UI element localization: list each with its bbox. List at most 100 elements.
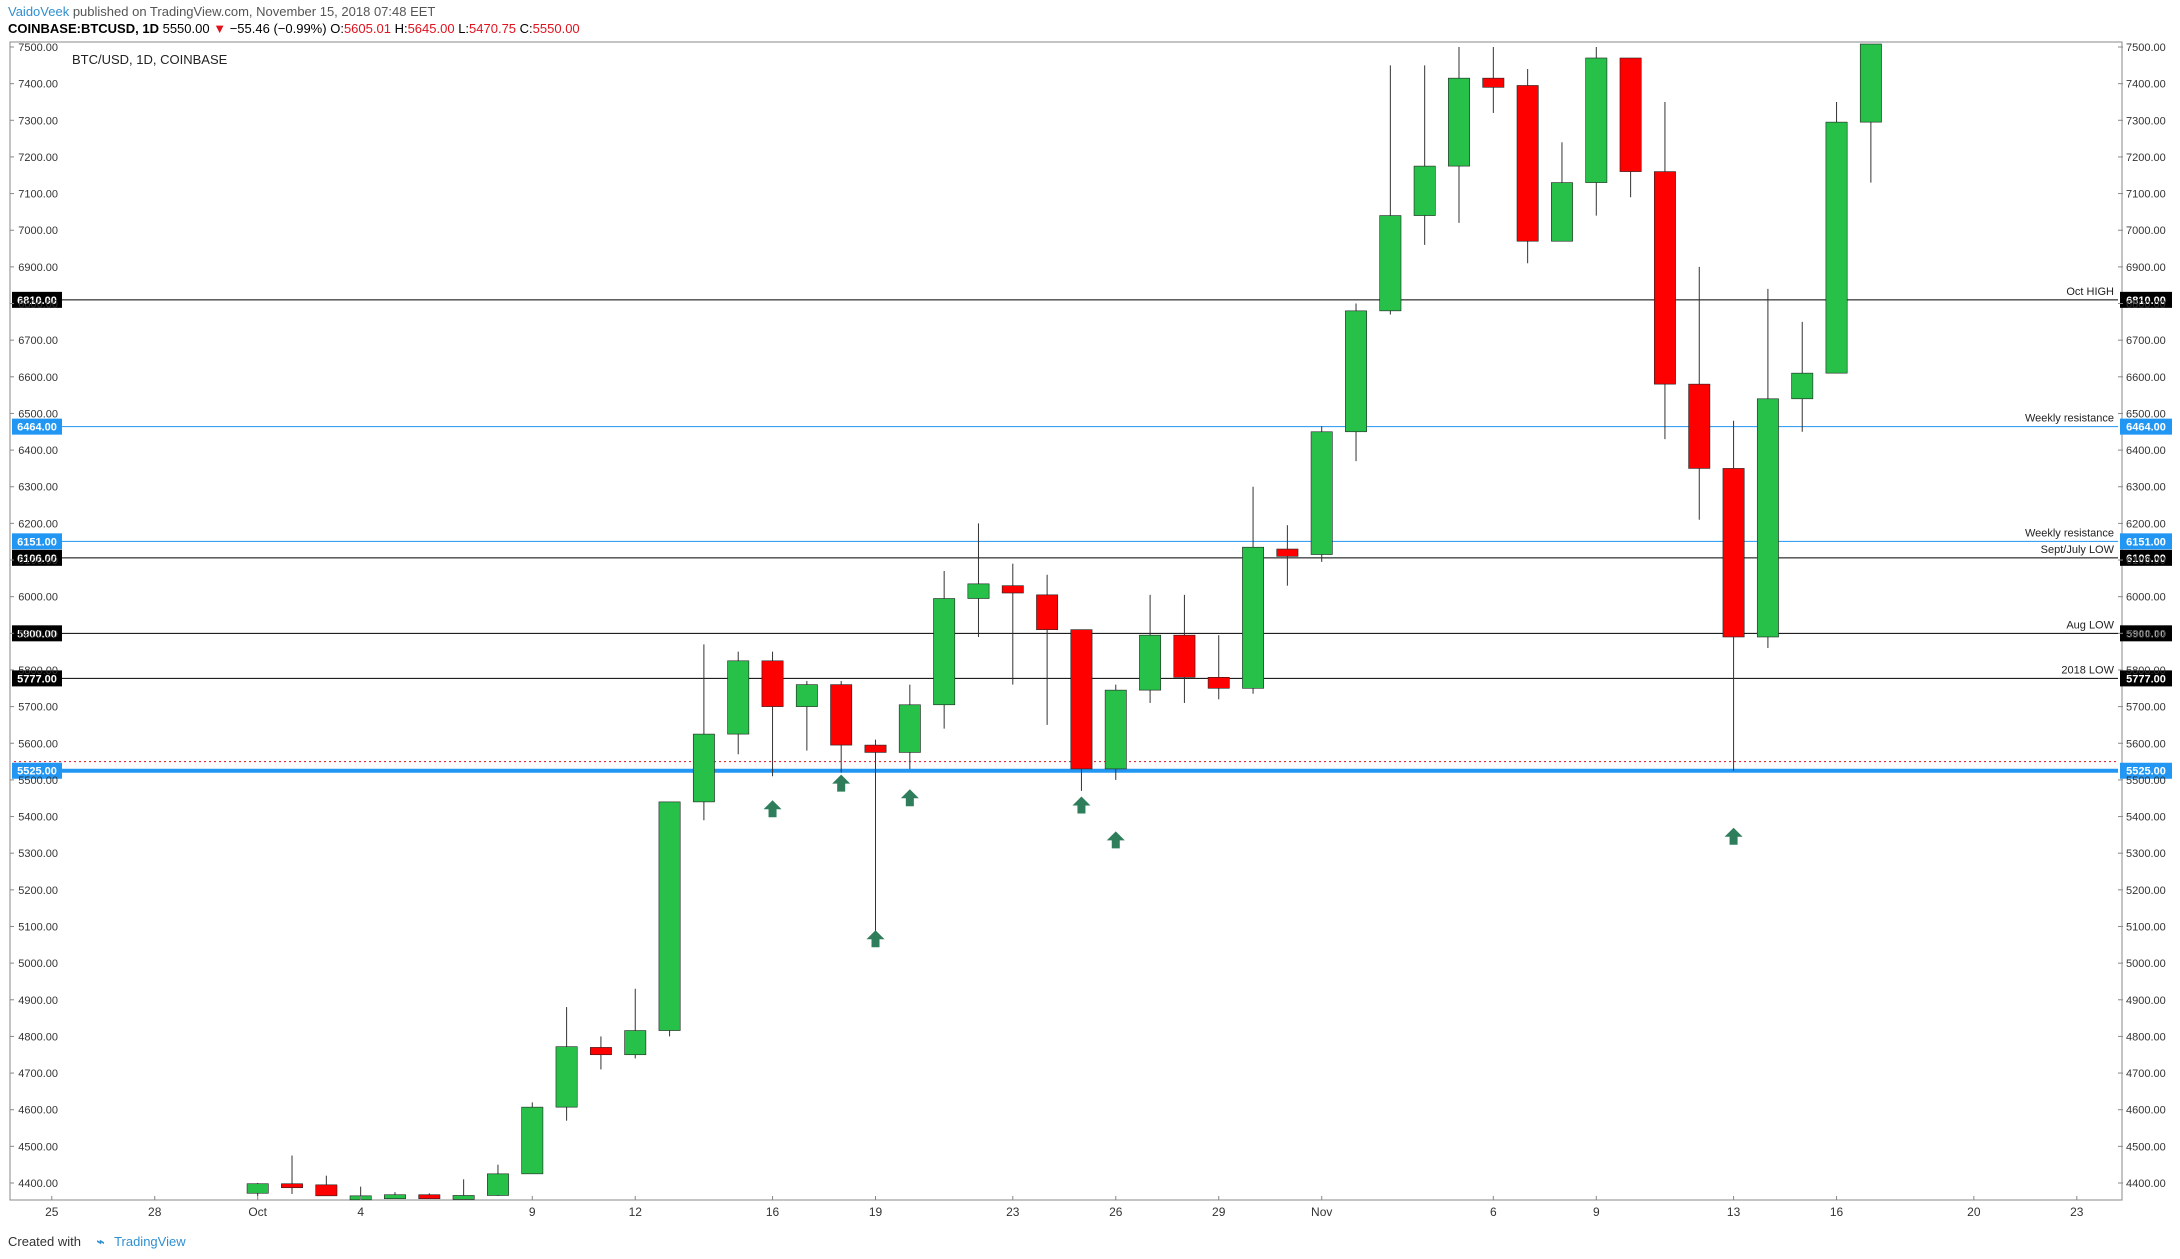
x-tick-label: 13 <box>1727 1205 1741 1219</box>
candle-up <box>452 1195 475 1200</box>
y-tick-label-right: 5900.00 <box>2126 628 2166 640</box>
y-tick-label-left: 7400.00 <box>18 79 58 91</box>
y-tick-label-right: 5800.00 <box>2126 665 2166 677</box>
y-tick-label-left: 4500.00 <box>18 1141 58 1153</box>
level-tag-left-text: 6106.00 <box>17 553 57 565</box>
level-tag-left-text: 5900.00 <box>17 628 57 640</box>
up-arrow-icon <box>866 930 885 948</box>
author-link[interactable]: VaidoVeek <box>8 4 70 19</box>
chart-title: BTC/USD, 1D, COINBASE <box>72 52 228 67</box>
low-value: 5470.75 <box>469 21 517 36</box>
y-tick-label-left: 6100.00 <box>18 555 58 567</box>
y-tick-label-left: 4800.00 <box>18 1031 58 1043</box>
level-tag-left <box>12 533 62 550</box>
close-label: C: <box>519 21 533 36</box>
footer: Created with ⌁ TradingView <box>8 1234 186 1250</box>
level-label: Aug LOW <box>2066 619 2114 631</box>
x-tick-label: 28 <box>148 1205 162 1219</box>
level-tag-left <box>12 549 62 566</box>
y-tick-label-left: 7000.00 <box>18 225 58 237</box>
candle-down <box>1688 383 1711 469</box>
level-tag-right <box>2120 291 2172 308</box>
level-tag-right <box>2120 670 2172 687</box>
candle-up <box>1551 182 1573 242</box>
candle-down <box>1516 85 1539 242</box>
x-tick-label: Nov <box>1311 1205 1332 1219</box>
level-tag-left <box>12 291 62 308</box>
y-tick-label-right: 6500.00 <box>2126 408 2166 420</box>
y-tick-label-left: 5300.00 <box>18 848 58 860</box>
y-tick-label-right: 5400.00 <box>2126 812 2166 824</box>
y-tick-label-right: 7200.00 <box>2126 152 2166 164</box>
level-tag-right-text: 6106.00 <box>2126 553 2166 565</box>
y-tick-label-right: 4600.00 <box>2126 1105 2166 1117</box>
y-tick-label-right: 5100.00 <box>2126 921 2166 933</box>
candle-up <box>1585 57 1608 183</box>
y-tick-label-left: 5200.00 <box>18 885 58 897</box>
candle-up <box>1242 546 1265 689</box>
y-tick-label-left: 6900.00 <box>18 262 58 274</box>
tradingview-logo-icon[interactable]: ⌁ <box>96 1234 105 1249</box>
x-tick-label: 23 <box>2070 1205 2084 1219</box>
candle-up <box>384 1194 406 1200</box>
y-tick-label-left: 5900.00 <box>18 628 58 640</box>
candle-up <box>521 1106 544 1175</box>
candle-up <box>1345 310 1367 433</box>
candle-up <box>1756 398 1779 638</box>
candle-down <box>281 1183 303 1189</box>
level-label: Sept/July LOW <box>2041 544 2115 556</box>
plot-frame <box>9 41 2123 1201</box>
level-tag-right <box>2120 625 2172 642</box>
y-tick-label-left: 6500.00 <box>18 408 58 420</box>
tradingview-link[interactable]: TradingView <box>114 1234 186 1249</box>
level-tag-right-text: 6464.00 <box>2126 422 2166 434</box>
level-tag-left-text: 5525.00 <box>17 766 57 778</box>
candle-down <box>1722 468 1745 638</box>
y-tick-label-left: 5000.00 <box>18 958 58 970</box>
candle-down <box>1001 585 1024 594</box>
candle-up <box>246 1183 269 1194</box>
up-arrow-icon <box>900 789 919 807</box>
y-tick-label-left: 7300.00 <box>18 115 58 127</box>
level-label: Oct HIGH <box>2066 286 2114 298</box>
y-tick-label-right: 4800.00 <box>2126 1031 2166 1043</box>
y-tick-label-left: 7100.00 <box>18 189 58 201</box>
level-tag-right-text: 5900.00 <box>2126 628 2166 640</box>
candle-down <box>315 1184 338 1197</box>
candle-down <box>1619 57 1642 172</box>
candle-up <box>933 598 956 706</box>
level-tag-right <box>2120 418 2172 435</box>
y-tick-label-right: 6900.00 <box>2126 262 2166 274</box>
y-tick-label-left: 7500.00 <box>18 42 58 54</box>
up-arrow-icon <box>1106 831 1125 849</box>
publish-info: published on TradingView.com, November 1… <box>72 4 436 19</box>
y-tick-label-right: 7300.00 <box>2126 115 2166 127</box>
up-arrow-icon <box>763 800 782 818</box>
candle-down <box>1482 77 1505 88</box>
candle-up <box>487 1173 509 1196</box>
y-tick-label-right: 7000.00 <box>2126 225 2166 237</box>
candlestick-chart[interactable]: BTC/USD, 1D, COINBASE 6810.00 6810.00 Oct … <box>0 0 2180 1225</box>
candle-up <box>1791 372 1814 400</box>
symbol-label: COINBASE:BTCUSD, 1D <box>8 21 159 36</box>
open-value: 5605.01 <box>343 21 391 36</box>
y-tick-label-right: 7400.00 <box>2126 79 2166 91</box>
y-tick-label-left: 6700.00 <box>18 335 58 347</box>
up-arrow-icon <box>1724 827 1743 845</box>
x-tick-label: 20 <box>1967 1205 1981 1219</box>
publish-line: VaidoVeek published on TradingView.com, … <box>8 4 435 19</box>
y-tick-label-right: 7100.00 <box>2126 189 2166 201</box>
y-tick-label-right: 5000.00 <box>2126 958 2166 970</box>
y-tick-label-right: 6300.00 <box>2126 482 2166 494</box>
level-tag-right <box>2120 762 2172 779</box>
y-tick-label-left: 5100.00 <box>18 921 58 933</box>
level-tag-left-text: 6151.00 <box>17 536 57 548</box>
y-tick-label-right: 6400.00 <box>2126 445 2166 457</box>
level-tag-left <box>12 418 62 435</box>
level-label: Weekly resistance <box>2025 413 2114 425</box>
x-tick-label: 19 <box>869 1205 883 1219</box>
last-price: 5550.00 <box>162 21 210 36</box>
created-with-label: Created with <box>8 1234 81 1249</box>
y-tick-label-right: 5700.00 <box>2126 702 2166 714</box>
candle-down <box>830 684 853 746</box>
